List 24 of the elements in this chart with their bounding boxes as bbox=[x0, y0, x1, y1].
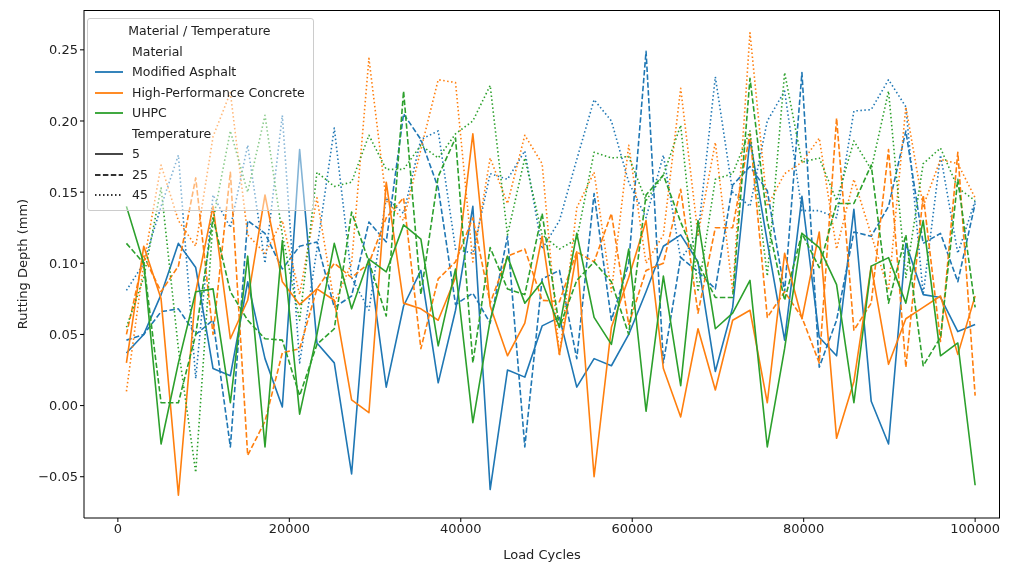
x-axis-title: Load Cycles bbox=[503, 547, 582, 562]
y-axis-title: Rutting Depth (mm) bbox=[14, 198, 30, 330]
y-tick-label: 0.05 bbox=[49, 327, 78, 343]
annotation: 5 bbox=[131, 145, 141, 163]
annotation: Temperature bbox=[131, 124, 213, 143]
annotation: 25 bbox=[131, 165, 149, 184]
legend-title: Material / Temperature bbox=[127, 22, 272, 40]
x-tick-label: 60000 bbox=[611, 521, 653, 537]
x-tick-label: 100000 bbox=[950, 521, 1000, 537]
annotation: 45 bbox=[131, 186, 149, 204]
annotation: Material bbox=[131, 42, 184, 61]
x-tick-label: 80000 bbox=[783, 521, 825, 537]
y-tick-label: 0.15 bbox=[49, 184, 78, 200]
x-tick-label: 20000 bbox=[268, 521, 310, 537]
legend-label: High-Performance Concrete bbox=[131, 83, 305, 102]
legend-label: Modified Asphalt bbox=[131, 63, 238, 81]
y-tick-label: 0.25 bbox=[49, 42, 78, 58]
legend-label: UHPC bbox=[131, 104, 168, 122]
x-tick-label: 40000 bbox=[440, 521, 482, 537]
x-tick-label: 0 bbox=[113, 521, 122, 537]
y-tick-label: −0.05 bbox=[38, 469, 78, 485]
y-tick-label: 0.20 bbox=[49, 113, 78, 129]
y-tick-label: 0.10 bbox=[49, 255, 78, 271]
y-tick-label: 0.00 bbox=[49, 398, 78, 414]
